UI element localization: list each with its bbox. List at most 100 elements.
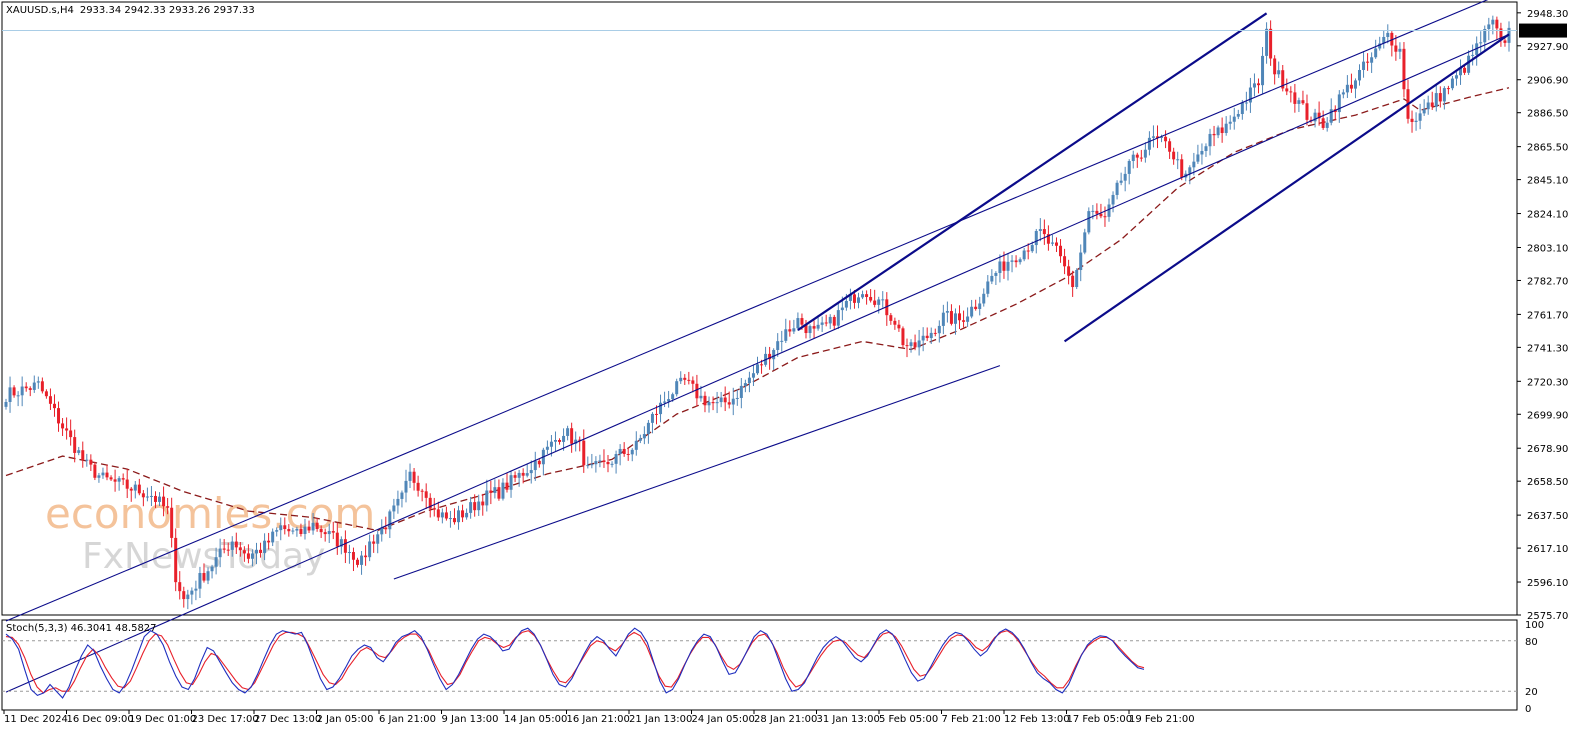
bullish-candle [990, 275, 994, 282]
price-tick-label: 2596.10 [1527, 578, 1568, 589]
bearish-candle [335, 532, 339, 547]
bearish-candle [893, 320, 897, 325]
bullish-candle [994, 272, 998, 276]
time-tick-label: 28 Jan 21:00 [754, 714, 817, 725]
bearish-candle [824, 322, 828, 324]
bullish-candle [784, 329, 788, 341]
channel-line-outer-lower [5, 0, 1489, 622]
bullish-candle [1337, 94, 1341, 113]
bearish-candle [1257, 83, 1260, 86]
bullish-candle [1127, 161, 1131, 174]
bearish-candle [1042, 229, 1046, 235]
bearish-candle [121, 478, 125, 480]
bearish-candle [1410, 118, 1414, 122]
bearish-candle [788, 329, 792, 332]
price-axis: 2948.30 2927.90 2906.90 2886.50 2865.50 2845.… [1517, 9, 1568, 622]
bullish-candle [1228, 121, 1232, 124]
bullish-candle [941, 312, 945, 326]
bullish-candle [808, 326, 812, 334]
channel-line-steep-upper [797, 12, 1268, 331]
bearish-candle [416, 482, 420, 491]
bullish-candle [77, 450, 81, 453]
bullish-candle [1471, 54, 1475, 56]
bearish-candle [1026, 250, 1030, 252]
bearish-candle [869, 296, 873, 301]
price-tick-label: 2782.70 [1527, 276, 1568, 287]
bullish-candle [1341, 92, 1345, 95]
bullish-candle [1244, 102, 1248, 104]
bullish-candle [1442, 88, 1446, 102]
bearish-candle [170, 507, 174, 538]
bearish-candle [1180, 159, 1184, 178]
symbol-header: XAUUSD.s,H4 2933.34 2942.33 2933.26 2937.… [6, 5, 255, 16]
bullish-candle [380, 527, 384, 535]
bullish-candle [1079, 252, 1083, 271]
bearish-candle [1164, 136, 1168, 142]
bullish-candle [1087, 211, 1091, 233]
bullish-candle [820, 322, 824, 325]
bearish-candle [343, 539, 347, 553]
bearish-candle [1273, 58, 1277, 75]
bullish-candle [1370, 57, 1374, 63]
bearish-candle [93, 464, 97, 478]
bullish-candle [1119, 180, 1123, 183]
bearish-candle [73, 437, 77, 453]
bearish-candle [1071, 275, 1075, 288]
bullish-candle [1491, 19, 1495, 25]
bearish-candle [1503, 40, 1507, 43]
bullish-candle [1398, 48, 1402, 52]
bearish-candle [1103, 216, 1107, 218]
time-tick-label: 23 Dec 17:00 [192, 714, 259, 725]
bullish-candle [1467, 55, 1471, 73]
bullish-candle [16, 395, 20, 397]
current-price-label: 2937.33 [1523, 27, 1564, 38]
bearish-candle [1285, 88, 1289, 92]
bearish-candle [351, 552, 355, 560]
bearish-candle [974, 306, 978, 310]
bullish-candle [1454, 75, 1458, 79]
bullish-candle [828, 316, 832, 324]
bearish-candle [1402, 48, 1406, 90]
bullish-candle [553, 439, 557, 442]
bearish-candle [1054, 242, 1058, 246]
bullish-candle [295, 528, 299, 531]
bearish-candle [1394, 45, 1398, 52]
bullish-candle [861, 294, 865, 298]
bearish-candle [925, 335, 929, 339]
time-tick-label: 14 Jan 05:00 [504, 714, 567, 725]
bearish-candle [897, 324, 901, 329]
bullish-candle [1091, 210, 1095, 212]
bearish-candle [1317, 112, 1321, 119]
bullish-candle [598, 460, 602, 462]
time-tick-label: 24 Jan 05:00 [692, 714, 755, 725]
price-tick-label: 2824.10 [1527, 210, 1568, 221]
bullish-candle [206, 571, 210, 581]
bearish-candle [602, 460, 606, 462]
indicator-label: Stoch(5,3,3) 46.3041 48.5827 [6, 623, 157, 634]
bullish-candle [1386, 32, 1390, 37]
bearish-candle [129, 488, 133, 491]
bearish-candle [800, 318, 804, 325]
bearish-candle [372, 541, 376, 544]
bullish-candle [618, 448, 622, 455]
bullish-candle [1030, 245, 1034, 252]
bearish-candle [364, 555, 368, 558]
bullish-candle [198, 573, 202, 589]
bullish-candle [671, 394, 675, 400]
bearish-candle [1168, 141, 1172, 152]
bullish-candle [360, 555, 364, 565]
time-tick-label: 31 Jan 13:00 [817, 714, 880, 725]
bullish-candle [1196, 154, 1200, 162]
bullish-candle [20, 386, 24, 396]
bullish-candle [347, 552, 351, 554]
bullish-candle [271, 531, 275, 543]
bullish-candle [792, 328, 796, 332]
time-tick-label: 19 Dec 01:00 [129, 714, 196, 725]
bullish-candle [1248, 87, 1252, 103]
bullish-candle [1200, 150, 1204, 155]
bullish-candle [279, 525, 283, 531]
bullish-candle [650, 413, 654, 423]
bullish-candle [525, 473, 529, 476]
